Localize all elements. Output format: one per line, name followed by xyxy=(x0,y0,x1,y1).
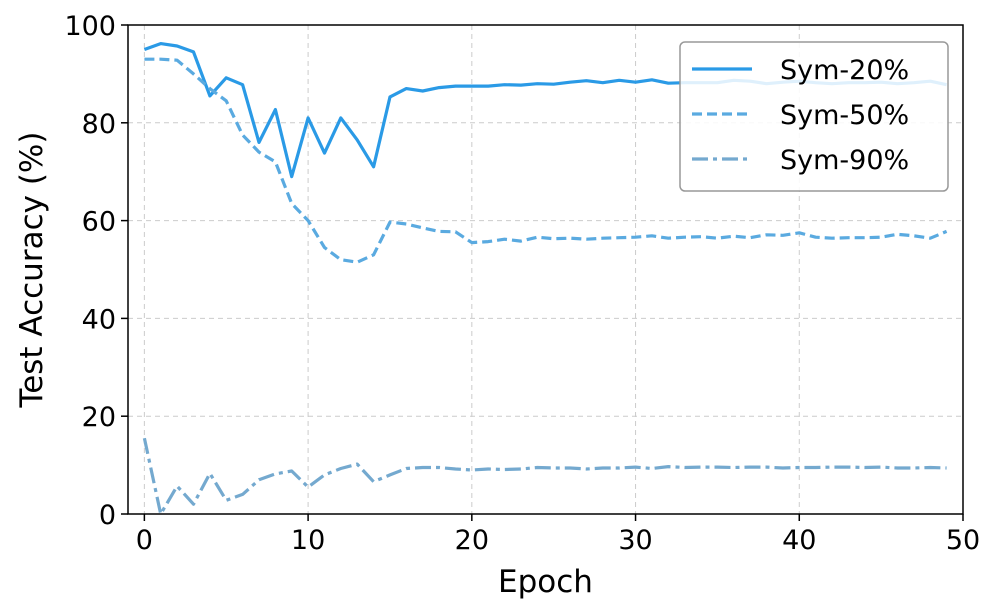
y-axis-title: Test Accuracy (%) xyxy=(14,132,50,409)
x-axis-title: Epoch xyxy=(498,564,593,600)
legend-label: Sym-20% xyxy=(780,55,909,86)
y-tick-label: 80 xyxy=(82,109,116,140)
x-tick-label: 10 xyxy=(291,525,325,556)
series-line-2 xyxy=(144,57,948,264)
legend-box xyxy=(679,41,949,192)
legend: Sym-20% Sym-50% Sym-90% xyxy=(679,41,949,192)
legend-label: Sym-50% xyxy=(780,100,909,131)
y-tick-label: 60 xyxy=(82,207,116,238)
y-tick-label: 20 xyxy=(82,402,116,433)
x-tick-label: 50 xyxy=(946,525,980,556)
legend-label: Sym-90% xyxy=(780,145,909,176)
y-tick-label: 100 xyxy=(64,11,116,42)
x-tick-label: 30 xyxy=(618,525,652,556)
x-tick-label: 0 xyxy=(136,525,153,556)
x-tick-label: 20 xyxy=(455,525,489,556)
x-tick-label: 40 xyxy=(782,525,816,556)
series-line-3 xyxy=(142,437,947,514)
y-tick-label: 40 xyxy=(82,304,116,335)
y-tick-label: 0 xyxy=(99,500,116,531)
axis-ticks: 0 10 20 30 40 50 0 20 40 60 80 100 xyxy=(64,11,980,556)
plot-frame xyxy=(127,24,964,515)
